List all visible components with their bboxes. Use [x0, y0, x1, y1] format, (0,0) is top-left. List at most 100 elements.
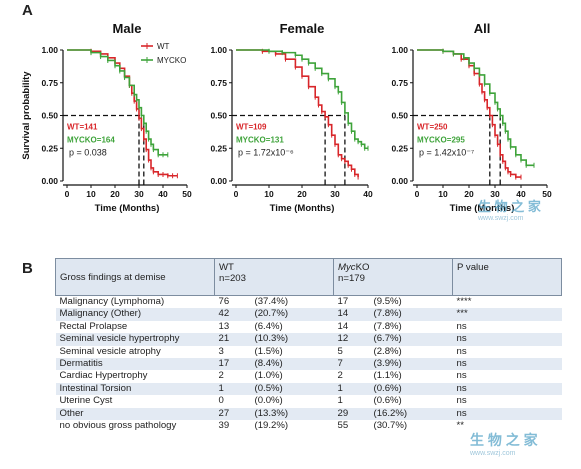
cell-pvalue: ns [456, 382, 467, 394]
cell-wt-count: 42 [218, 308, 230, 320]
cell-wt: 21 (10.3%) [215, 333, 334, 345]
y-tick-label: 1.00 [210, 45, 227, 55]
y-tick-label: 0.75 [41, 78, 58, 88]
y-axis-label: Survival probability [21, 71, 32, 160]
y-tick-label: 0.50 [391, 111, 408, 121]
y-tick-label: 0.25 [391, 143, 408, 153]
x-axis-label: Time (Months) [95, 203, 160, 214]
cell-wt: 2 (1.0%) [215, 370, 334, 382]
table-row: Intestinal Torsion 1 (0.5%) 1 (0.6%) ns [55, 382, 562, 396]
y-tick-label: 0.50 [210, 111, 227, 121]
cell-mycko: 17 (9.5%) [334, 296, 453, 309]
cell-wt-count: 0 [218, 395, 224, 407]
cell-mycko-count: 14 [337, 308, 349, 320]
legend-label-wt: WT [157, 42, 170, 51]
sample-size-label: WT=109 [236, 123, 267, 132]
table-row: Cardiac Hypertrophy 2 (1.0%) 2 (1.1%) ns [55, 370, 562, 383]
header-mycko: MycKO n=179 [333, 258, 453, 296]
cell-mycko-count: 1 [337, 382, 343, 394]
cell-mycko-count: 29 [337, 407, 349, 419]
watermark-2: 生 物 之 家 www.swzj.com [470, 430, 538, 457]
table-row: Seminal vesicle hypertrophy 21 (10.3%) 12 (6… [55, 333, 562, 346]
cell-mycko-percent: (30.7%) [373, 420, 408, 432]
x-tick-label: 10 [438, 189, 448, 199]
cell-mycko-percent: (0.6%) [373, 382, 402, 394]
y-tick-label: 0.50 [41, 111, 58, 121]
header-wt-n: n=203 [219, 273, 246, 284]
cell-wt-percent: (20.7%) [254, 308, 289, 320]
cell-mycko-percent: (1.1%) [373, 370, 402, 382]
cell-finding: Intestinal Torsion [59, 382, 132, 394]
cell-mycko-percent: (7.8%) [373, 320, 402, 332]
x-tick-label: 20 [110, 189, 120, 199]
cell-wt-count: 13 [218, 320, 230, 332]
cell-finding: Cardiac Hypertrophy [59, 370, 148, 382]
y-tick-label: 0.25 [210, 143, 227, 153]
header-pvalue: P value [452, 258, 562, 296]
cell-mycko-count: 17 [337, 296, 349, 307]
series-line-mycko [417, 49, 534, 167]
table-row: no obvious gross pathology 39 (19.2%) 55 (30… [55, 420, 562, 433]
x-tick-label: 10 [86, 189, 96, 199]
cell-mycko-percent: (3.9%) [373, 358, 402, 370]
cell-mycko-count: 2 [337, 370, 343, 382]
cell-mycko-count: 7 [337, 358, 343, 370]
cell-wt-percent: (1.5%) [254, 345, 283, 357]
cell-wt-count: 27 [218, 407, 230, 419]
cell-wt-count: 3 [218, 345, 224, 357]
cell-mycko: 2 (1.1%) [334, 370, 453, 382]
table-row: Rectal Prolapse 13 (6.4%) 14 (7.8%) ns [55, 320, 562, 334]
series-line-wt [417, 49, 521, 178]
x-tick-label: 30 [490, 189, 500, 199]
x-tick-label: 30 [134, 189, 144, 199]
sample-size-label: WT=250 [417, 123, 448, 132]
legend-label-mycko: MYCKO [157, 56, 186, 65]
cell-finding: Seminal vesicle atrophy [59, 345, 161, 357]
y-tick-label: 0.00 [41, 176, 58, 186]
cell-wt-count: 17 [218, 358, 230, 370]
cell-wt-percent: (1.0%) [254, 370, 283, 382]
cell-wt: 17 (8.4%) [215, 358, 334, 370]
cell-mycko-count: 55 [337, 420, 349, 432]
cell-wt-percent: (0.0%) [254, 395, 283, 407]
cell-pvalue: ns [456, 370, 467, 382]
x-tick-label: 30 [330, 189, 340, 199]
table-row: Malignancy (Other) 42 (20.7%) 14 (7.8%) *** [55, 308, 562, 321]
cell-pvalue: ns [456, 395, 467, 407]
survival-charts-svg: Male 0.00 0.25 0.50 0.75 1.00 0 10 20 30 40 50 Time … [21, 21, 552, 214]
x-tick-label: 40 [158, 189, 168, 199]
cell-finding: Dermatitis [59, 358, 103, 370]
x-tick-label: 50 [182, 189, 192, 199]
header-wt-label: WT [219, 262, 234, 273]
p-value-label: p = 1.42x10⁻⁷ [419, 148, 474, 158]
header-mycko-italic: Myc [338, 262, 356, 273]
cell-mycko-percent: (9.5%) [373, 296, 402, 307]
cell-mycko: 14 (7.8%) [334, 308, 453, 320]
y-tick-label: 0.25 [41, 143, 58, 153]
x-axis-label: Time (Months) [450, 203, 515, 214]
table-row: Seminal vesicle atrophy 3 (1.5%) 5 (2.8%) ns [55, 345, 562, 359]
cell-pvalue: ** [456, 420, 464, 432]
y-tick-label: 0.00 [391, 176, 408, 186]
table-row: Malignancy (Lymphoma) 76 (37.4%) 17 (9.5%) **… [55, 295, 562, 309]
cell-mycko: 14 (7.8%) [334, 321, 453, 333]
chart-title: All [474, 21, 491, 36]
cell-finding: Seminal vesicle hypertrophy [59, 333, 180, 345]
cell-pvalue: ns [456, 333, 467, 345]
x-tick-label: 40 [516, 189, 526, 199]
cell-finding: Other [59, 407, 84, 419]
table-body: Malignancy (Lymphoma) 76 (37.4%) 17 (9.5%) **… [55, 295, 562, 433]
x-tick-label: 0 [65, 189, 70, 199]
x-axis-label: Time (Months) [270, 203, 335, 214]
panel-a-label: A [22, 2, 33, 19]
cell-finding: Malignancy (Other) [59, 308, 142, 320]
x-tick-label: 20 [297, 189, 307, 199]
cell-mycko: 55 (30.7%) [334, 420, 453, 432]
cell-wt-count: 21 [218, 333, 230, 345]
cell-wt-percent: (8.4%) [254, 358, 283, 370]
cell-wt: 27 (13.3%) [215, 408, 334, 420]
table-row: Dermatitis 17 (8.4%) 7 (3.9%) ns [55, 358, 562, 371]
chart-title: Female [280, 21, 325, 36]
x-tick-label: 20 [464, 189, 474, 199]
header-wt: WT n=203 [214, 258, 334, 296]
